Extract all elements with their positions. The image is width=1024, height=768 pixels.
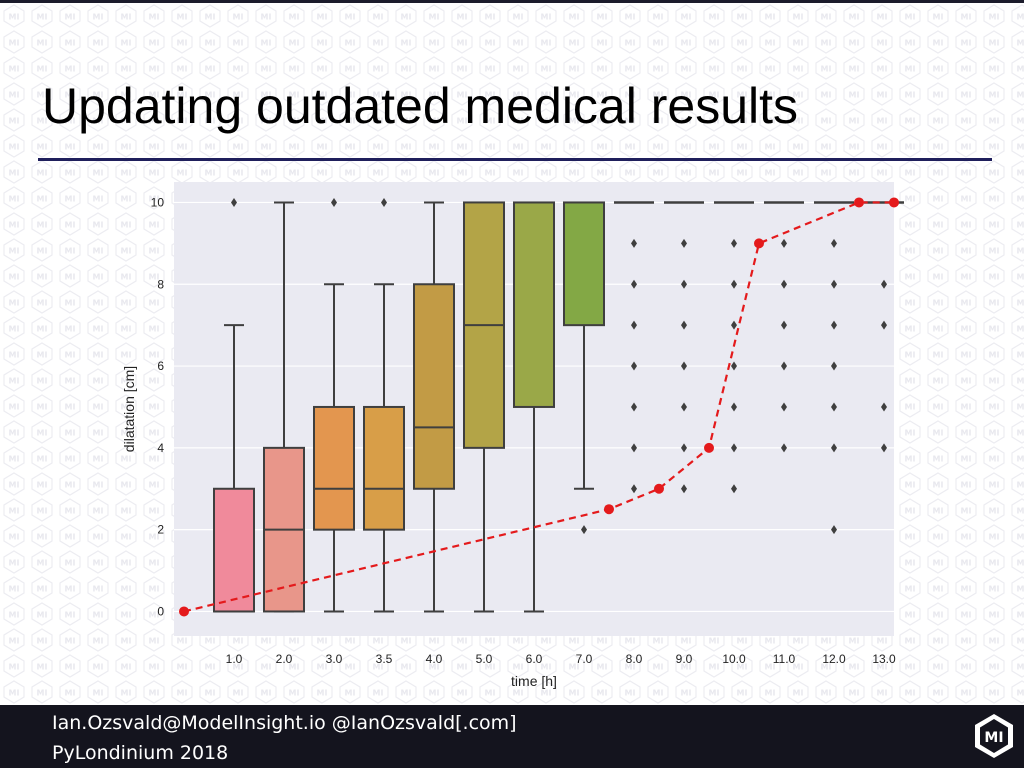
outlier-point (881, 443, 887, 453)
y-tick-label: 10 (151, 195, 165, 209)
x-tick-label: 11.0 (773, 652, 796, 666)
overlay-point (889, 197, 899, 208)
model-insight-logo: MI (975, 714, 1013, 758)
outlier-point (881, 402, 887, 412)
outlier-point (631, 402, 637, 412)
y-tick-label: 2 (157, 523, 164, 537)
overlay-point (604, 504, 614, 515)
outlier-point (731, 279, 737, 289)
outlier-point (681, 361, 687, 371)
footer-contact: Ian.Ozsvald@ModelInsight.io @IanOzsvald[… (52, 712, 517, 734)
x-axis-label: time [h] (511, 673, 557, 689)
outlier-point (831, 443, 837, 453)
x-tick-label: 7.0 (576, 652, 593, 666)
footer-bar: Ian.Ozsvald@ModelInsight.io @IanOzsvald[… (0, 705, 1024, 768)
outlier-point (831, 238, 837, 248)
box-3.0 (313, 405, 355, 531)
x-tick-label: 2.0 (276, 652, 293, 666)
y-tick-label: 8 (157, 277, 164, 291)
x-tick-label: 8.0 (626, 652, 643, 666)
outlier-point (831, 320, 837, 330)
footer-event: PyLondinium 2018 (52, 742, 229, 764)
outlier-point (631, 238, 637, 248)
outlier-point (731, 443, 737, 453)
x-tick-label: 6.0 (526, 652, 543, 666)
y-tick-label: 4 (157, 441, 164, 455)
outlier-point (731, 402, 737, 412)
outlier-point (781, 238, 787, 248)
x-tick-label: 10.0 (722, 652, 746, 666)
box-1.0 (213, 487, 255, 613)
outlier-point (681, 320, 687, 330)
slide-title: Updating outdated medical results (42, 78, 799, 134)
outlier-point (781, 279, 787, 289)
outlier-point (831, 525, 837, 535)
outlier-point (731, 238, 737, 248)
outlier-point (681, 238, 687, 248)
x-tick-label: 1.0 (226, 652, 243, 666)
overlay-point (754, 238, 764, 249)
outlier-point (631, 484, 637, 494)
x-tick-label: 5.0 (476, 652, 493, 666)
x-tick-label: 9.0 (676, 652, 693, 666)
outlier-point (681, 443, 687, 453)
outlier-point (681, 484, 687, 494)
overlay-point (654, 483, 664, 494)
outlier-point (631, 361, 637, 371)
y-axis-label: dilatation [cm] (121, 366, 137, 452)
box-7.0 (563, 201, 605, 327)
outlier-point (831, 279, 837, 289)
box-4.0 (413, 283, 455, 490)
box-6.0 (513, 201, 555, 408)
x-tick-label: 13.0 (872, 652, 896, 666)
x-tick-label: 3.0 (326, 652, 343, 666)
outlier-point (331, 197, 337, 207)
y-tick-label: 6 (157, 359, 164, 373)
outlier-point (731, 361, 737, 371)
top-strip (0, 0, 1024, 3)
outlier-point (881, 320, 887, 330)
svg-text:MI: MI (984, 730, 1003, 746)
outlier-point (831, 402, 837, 412)
outlier-point (631, 320, 637, 330)
outlier-point (731, 320, 737, 330)
outlier-point (631, 443, 637, 453)
outlier-point (781, 361, 787, 371)
x-tick-label: 3.5 (376, 652, 393, 666)
outlier-point (781, 443, 787, 453)
box-3.5 (363, 405, 405, 531)
title-underline (38, 158, 992, 161)
x-tick-label: 12.0 (822, 652, 846, 666)
outlier-point (681, 402, 687, 412)
outlier-point (681, 279, 687, 289)
outlier-point (781, 402, 787, 412)
outlier-point (231, 197, 237, 207)
overlay-point (179, 606, 189, 617)
outlier-point (831, 361, 837, 371)
y-tick-label: 0 (157, 604, 164, 618)
outlier-point (581, 525, 587, 535)
overlay-point (704, 442, 714, 453)
outlier-point (881, 279, 887, 289)
x-tick-label: 4.0 (426, 652, 443, 666)
outlier-point (631, 279, 637, 289)
outlier-point (381, 197, 387, 207)
box-plot-chart: 0 2 4 6 8 10 1.0 2.0 3.0 3.5 4.0 5.0 6.0 7.0 8.0 9.0 10.… (121, 182, 904, 689)
outlier-point (731, 484, 737, 494)
overlay-point (854, 197, 864, 208)
outlier-point (781, 320, 787, 330)
